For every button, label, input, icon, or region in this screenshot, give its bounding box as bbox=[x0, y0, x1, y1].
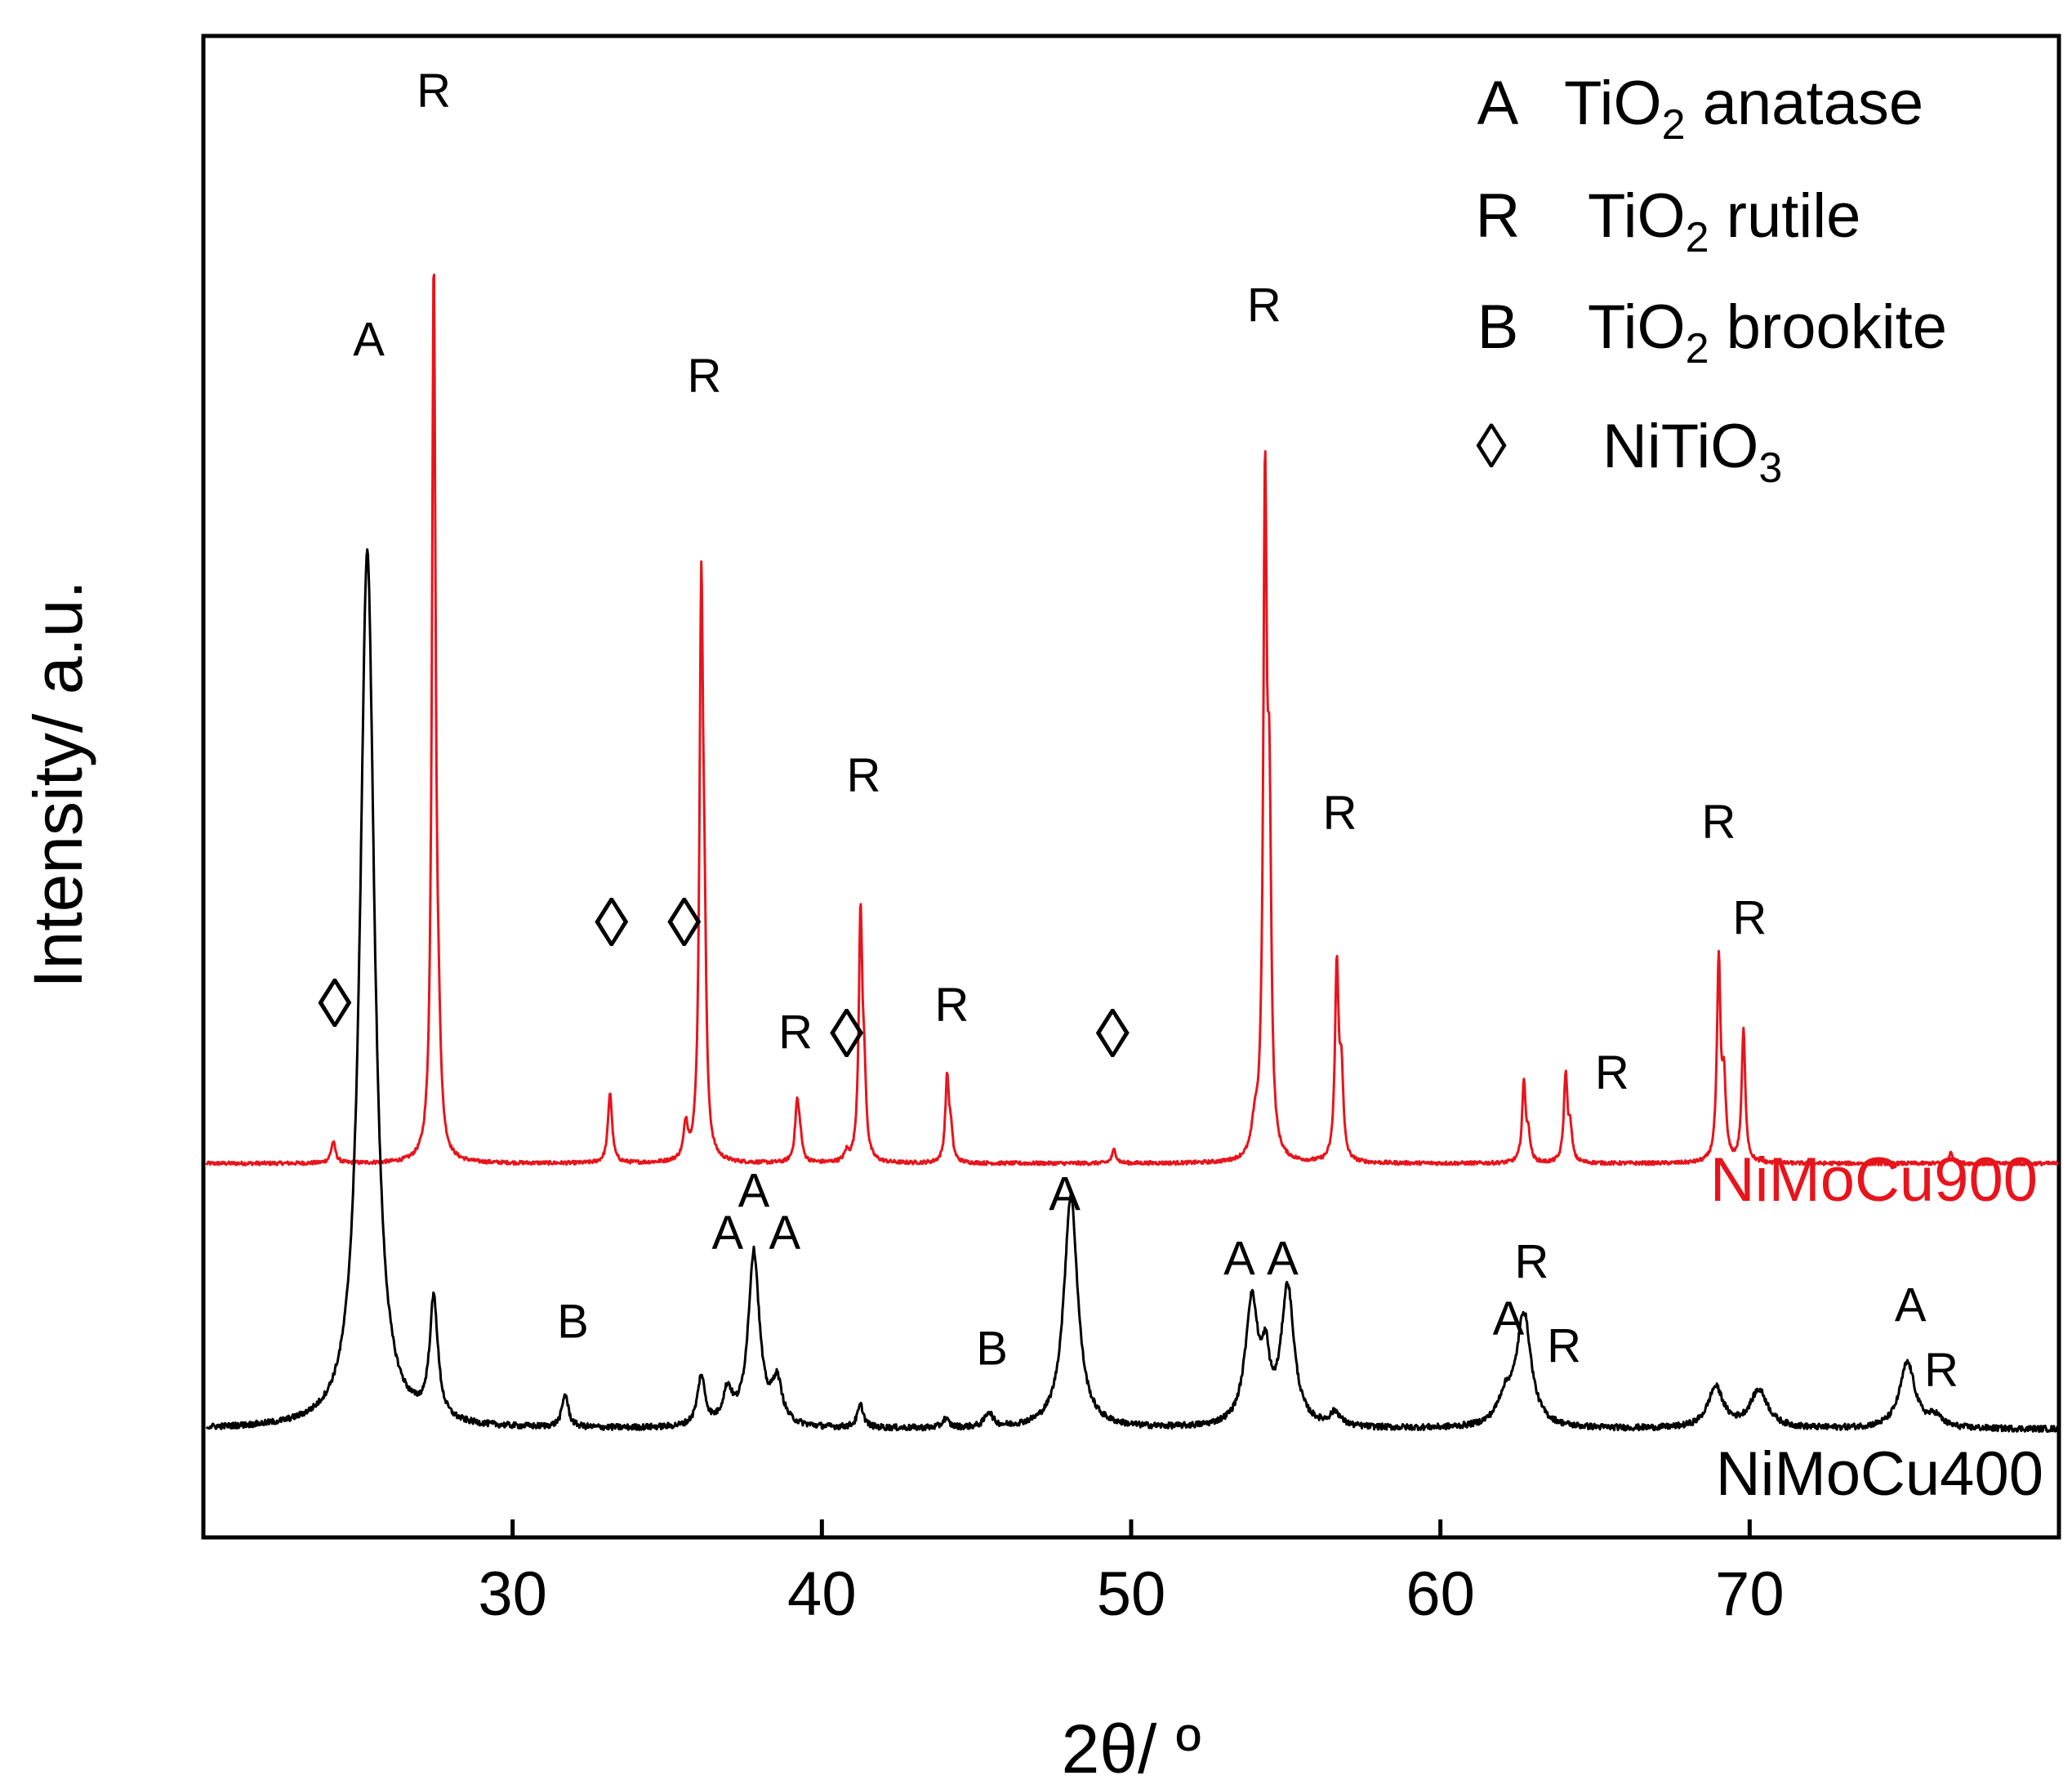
legend-entry-rutile: R TiO2 rutile bbox=[1476, 181, 1861, 261]
peak-label-r: R bbox=[1595, 1046, 1629, 1099]
peak-label-a: A bbox=[738, 1165, 770, 1218]
series-layer bbox=[205, 273, 2059, 1434]
x-tick-label-50: 50 bbox=[1097, 1559, 1166, 1629]
peak-label-nitio3: ◊ bbox=[667, 884, 702, 961]
peak-label-b: B bbox=[557, 1296, 589, 1349]
legend-label: TiO2 anatase bbox=[1564, 69, 1923, 149]
legend-entry-brookite: B TiO2 brookite bbox=[1477, 292, 1947, 373]
peak-label-a: A bbox=[1493, 1292, 1525, 1345]
series-line-nimocu900 bbox=[205, 273, 2059, 1167]
legend-entry-anatase: A TiO2 anatase bbox=[1477, 69, 1923, 149]
peak-label-r: R bbox=[1924, 1343, 1958, 1396]
peak-label-nitio3: ◊ bbox=[595, 884, 629, 961]
legend-subscript: 2 bbox=[1686, 214, 1709, 261]
legend-subscript: 2 bbox=[1662, 101, 1686, 149]
y-axis-label: Intensity/ a.u. bbox=[20, 580, 96, 988]
peak-label-a: A bbox=[711, 1207, 743, 1260]
legend-symbol: A bbox=[1477, 69, 1519, 138]
peak-label-r: R bbox=[934, 979, 969, 1032]
peak-label-nitio3: ◊ bbox=[830, 995, 864, 1072]
legend-label: TiO2 rutile bbox=[1588, 181, 1860, 261]
peak-label-r: R bbox=[1323, 787, 1357, 840]
legend-symbol: ◊ bbox=[1476, 412, 1507, 481]
x-tick-label-40: 40 bbox=[787, 1559, 857, 1629]
peak-label-a: A bbox=[1895, 1278, 1927, 1332]
series-label-nimocu900: NiMoCu900 bbox=[1710, 1145, 2038, 1215]
x-tick-label-70: 70 bbox=[1715, 1559, 1785, 1629]
x-tick-label-60: 60 bbox=[1406, 1559, 1475, 1629]
legend-subscript: 2 bbox=[1686, 325, 1709, 373]
peak-label-nitio3: ◊ bbox=[1096, 995, 1130, 1072]
x-axis-label: 2θ/ º bbox=[1062, 1711, 1201, 1787]
legend: A TiO2 anatase R TiO2 rutile B TiO2 broo… bbox=[1476, 69, 1947, 492]
legend-symbol: R bbox=[1476, 181, 1521, 251]
series-label-nimocu400: NiMoCu400 bbox=[1716, 1439, 2043, 1509]
legend-symbol: B bbox=[1477, 292, 1519, 362]
peak-label-r: R bbox=[778, 1006, 813, 1059]
peak-label-a: A bbox=[1267, 1232, 1299, 1285]
peak-label-r: R bbox=[1247, 279, 1281, 332]
x-tick-label-30: 30 bbox=[478, 1559, 547, 1629]
legend-label: NiTiO3 bbox=[1602, 412, 1782, 492]
legend-label: TiO2 brookite bbox=[1588, 292, 1947, 373]
peak-label-b: B bbox=[976, 1323, 1008, 1376]
peak-label-r: R bbox=[417, 64, 451, 117]
peak-label-r: R bbox=[1702, 796, 1736, 849]
peak-label-r: R bbox=[687, 350, 721, 403]
peak-label-r: R bbox=[1547, 1319, 1581, 1372]
legend-entry-nitio3: ◊ NiTiO3 bbox=[1476, 412, 1782, 492]
peak-label-r: R bbox=[1514, 1235, 1548, 1288]
legend-subscript: 3 bbox=[1758, 444, 1782, 492]
peak-label-r: R bbox=[847, 749, 881, 802]
plot-frame bbox=[201, 33, 2061, 1540]
peak-label-a: A bbox=[1049, 1167, 1081, 1220]
x-axis-ticks: 30 40 50 60 70 bbox=[478, 1519, 1785, 1629]
peak-label-a: A bbox=[1223, 1232, 1255, 1285]
series-line-nimocu400 bbox=[205, 548, 2059, 1434]
peak-label-r: R bbox=[1732, 891, 1767, 944]
peak-label-nitio3: ◊ bbox=[318, 965, 352, 1042]
peak-label-a: A bbox=[769, 1207, 801, 1260]
peak-label-a: A bbox=[353, 314, 385, 367]
